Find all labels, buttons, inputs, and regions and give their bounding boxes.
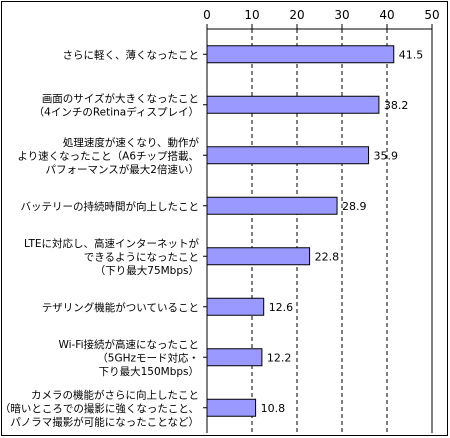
bar	[206, 247, 311, 266]
bar	[206, 398, 257, 417]
category-label: パフォーマンスが最大2倍速い）	[46, 163, 199, 176]
category-label: 処理速度が速くなり、動作が	[63, 136, 200, 149]
bar	[206, 146, 370, 165]
value-label: 35.9	[374, 149, 399, 162]
x-tick-label: 10	[244, 8, 259, 22]
x-tick-label: 40	[379, 8, 394, 22]
bar	[206, 196, 338, 215]
category-label: テザリング機能がついていること	[42, 301, 199, 314]
category-label: さらに軽く、薄くなったこと	[63, 48, 200, 61]
value-label: 38.2	[384, 99, 409, 112]
x-tick-label: 0	[203, 8, 211, 22]
category-label: （下り最大75Mbps）	[95, 264, 199, 277]
category-label: できるようになったこと	[84, 251, 199, 263]
category-label: バッテリーの持続時間が向上したこと	[21, 200, 200, 213]
bar	[206, 45, 395, 64]
category-label: LTEに対応し、高速インターネットが	[24, 237, 199, 250]
category-label: カメラの機能がさらに向上したこと	[31, 388, 199, 401]
value-label: 28.9	[342, 200, 367, 213]
category-label: 下り最大150Mbps）	[99, 365, 199, 378]
category-label: （暗いところでの撮影に強くなったこと、	[0, 402, 199, 415]
x-tick-label: 50	[424, 8, 439, 22]
value-label: 12.2	[267, 351, 292, 364]
value-label: 22.8	[315, 250, 340, 263]
bar	[206, 297, 265, 316]
category-label: 画面のサイズが大きくなったこと	[42, 92, 199, 105]
category-label: Wi-Fi接続が高速になったこと	[58, 338, 199, 351]
bar	[206, 95, 380, 114]
value-label: 10.8	[261, 402, 286, 415]
category-label: パノラマ撮影が可能になったことなど）	[10, 415, 199, 428]
x-tick-label: 20	[289, 8, 304, 22]
category-label: （4インチのRetinaディスプレイ）	[34, 106, 199, 119]
value-label: 41.5	[399, 48, 424, 61]
category-label: （5GHzモード対応・	[97, 351, 199, 364]
value-label: 12.6	[269, 301, 294, 314]
x-tick-label: 30	[334, 8, 349, 22]
bar	[206, 348, 263, 367]
category-label: より速くなったこと（A6チップ搭載、	[17, 149, 199, 162]
